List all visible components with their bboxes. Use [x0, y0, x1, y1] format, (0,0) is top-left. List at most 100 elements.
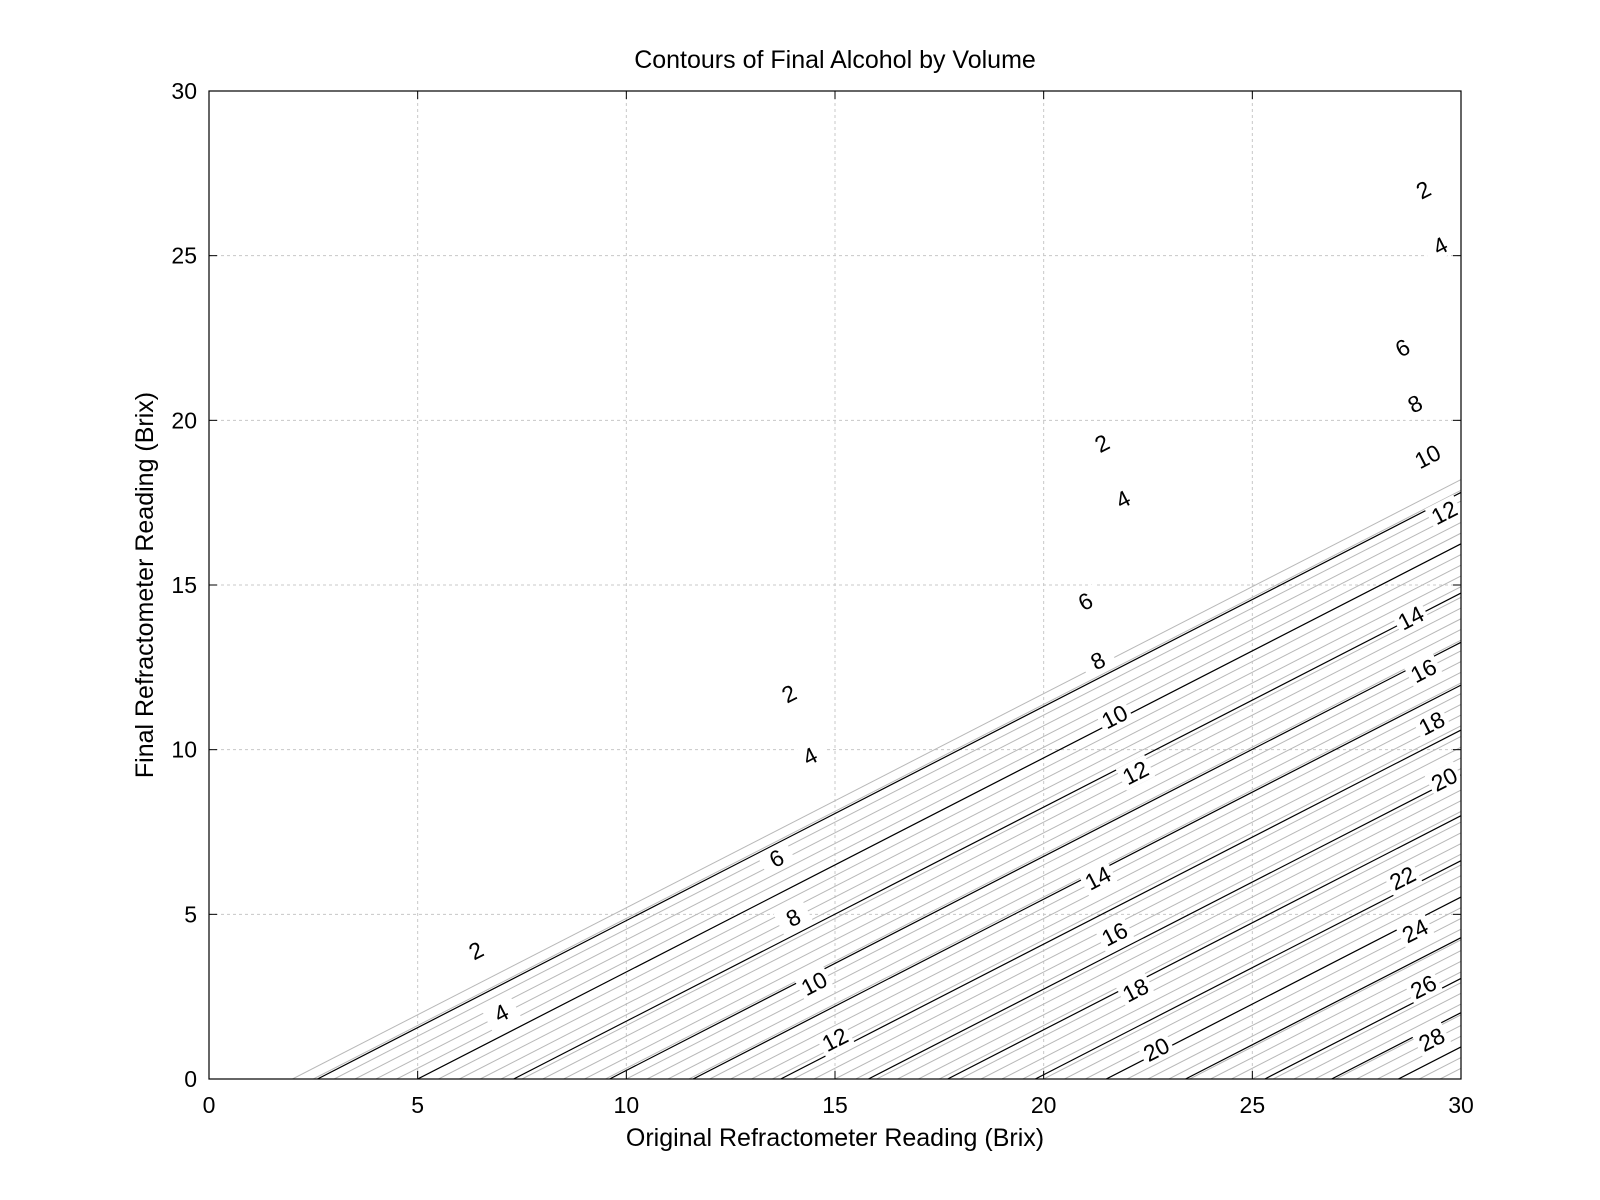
contour-line-18	[1035, 860, 1461, 1079]
contour-label-bg	[1424, 494, 1465, 531]
y-axis-title: Final Refractometer Reading (Brix)	[131, 392, 159, 778]
hatch-line	[396, 532, 1461, 1079]
hatch-line	[1043, 864, 1461, 1079]
contour-label-bg	[790, 738, 830, 775]
hatch-line	[897, 789, 1461, 1079]
contour-line-10	[692, 684, 1461, 1079]
hatch-line	[939, 810, 1461, 1079]
hatch-line	[459, 564, 1461, 1079]
x-tick-label: 15	[822, 1092, 848, 1118]
hatch-line	[542, 607, 1461, 1079]
hatch-line	[667, 671, 1461, 1079]
contour-label-bg	[1395, 385, 1435, 422]
hatch-line	[688, 682, 1461, 1079]
contour-line-16	[947, 815, 1461, 1079]
contour-label-bg	[1395, 912, 1435, 949]
hatch-line	[605, 639, 1461, 1079]
contour-label-bg	[481, 995, 521, 1032]
contour-label-bg	[456, 932, 496, 969]
hatch-line	[563, 618, 1461, 1079]
contour-label-bg	[1382, 329, 1423, 366]
contour-line-4	[417, 543, 1461, 1079]
contour-line-22	[1185, 937, 1461, 1079]
hatch-line	[626, 650, 1461, 1079]
hatch-line	[855, 768, 1461, 1079]
contour-label-bg	[1391, 599, 1431, 636]
hatch-line	[1419, 1057, 1461, 1079]
x-tick-label: 20	[1031, 1092, 1057, 1118]
hatch-region	[292, 479, 1482, 1090]
contour-label-bg	[769, 675, 809, 712]
contour-lines	[317, 491, 1461, 1079]
axis-ticks: 0 5 10 15 20 25 30 0 5 10 15 20 25 30	[171, 78, 1473, 1118]
contour-line-14	[868, 774, 1461, 1079]
hatch-line	[834, 757, 1461, 1079]
hatch-line	[1001, 843, 1461, 1079]
contour-label-bg	[1403, 968, 1444, 1005]
y-tick-label: 20	[171, 407, 197, 433]
contour-label-bg	[1403, 171, 1444, 208]
contour-label-bg	[1078, 860, 1118, 897]
hatch-line	[1461, 1079, 1482, 1090]
hatch-line	[1210, 950, 1461, 1079]
hatch-line	[438, 554, 1461, 1079]
grid-lines	[209, 91, 1461, 1079]
contour-label-bg	[1424, 761, 1465, 798]
hatch-line	[1189, 939, 1461, 1079]
hatch-line	[500, 586, 1461, 1079]
hatch-line	[292, 479, 1461, 1079]
y-tick-label: 30	[171, 78, 197, 104]
contour-line-12	[780, 729, 1461, 1079]
contour-line-8	[609, 641, 1461, 1079]
hatch-line	[521, 596, 1461, 1079]
contour-label-bg	[1078, 642, 1118, 679]
contour-label-bg	[1382, 860, 1423, 897]
x-tick-label: 30	[1448, 1092, 1474, 1118]
y-tick-label: 25	[171, 243, 197, 269]
contour-label-bg	[1407, 438, 1448, 475]
contour-label-bg	[1403, 652, 1444, 689]
contour-label-bg	[1094, 916, 1135, 953]
y-tick-label: 15	[171, 572, 197, 598]
hatch-line	[480, 575, 1461, 1079]
hatch-line	[1272, 982, 1461, 1079]
x-tick-label: 0	[203, 1092, 216, 1118]
hatch-line	[354, 511, 1461, 1079]
hatch-line	[1314, 1003, 1461, 1079]
x-axis-title: Original Refractometer Reading (Brix)	[626, 1124, 1044, 1152]
contour-label-bg	[1115, 754, 1156, 791]
x-tick-label: 10	[614, 1092, 640, 1118]
chart-title: Contours of Final Alcohol by Volume	[634, 46, 1036, 74]
contour-label-bg	[1094, 698, 1135, 735]
contour-label-bg	[1115, 972, 1156, 1009]
contour-line-28	[1398, 1046, 1461, 1079]
y-tick-label: 5	[184, 901, 197, 927]
hatch-line	[646, 661, 1461, 1079]
hatch-line	[1022, 853, 1461, 1079]
hatch-line	[813, 746, 1461, 1079]
y-tick-label: 0	[184, 1066, 197, 1092]
contour-label-bg	[1136, 1031, 1177, 1068]
hatch-line	[980, 832, 1461, 1079]
hatch-line	[1064, 875, 1461, 1079]
hatch-line	[959, 821, 1461, 1079]
contour-label-bg	[815, 1021, 855, 1058]
hatch-line	[751, 714, 1461, 1079]
contour-label-bg	[794, 965, 834, 1002]
hatch-line	[1439, 1067, 1461, 1079]
hatch-line	[876, 778, 1461, 1079]
contour-label-bg	[1103, 481, 1143, 518]
contour-label-bg	[1412, 705, 1452, 742]
contour-label-bg	[773, 899, 813, 936]
y-tick-label: 10	[171, 737, 197, 763]
hatch-line	[918, 800, 1461, 1079]
hatch-line	[1293, 992, 1461, 1079]
hatch-line	[375, 521, 1461, 1079]
contour-line-2	[317, 491, 1461, 1079]
contour-label-bg	[1065, 583, 1106, 620]
hatch-line	[333, 500, 1461, 1079]
hatch-line	[1168, 928, 1461, 1079]
contour-label-bg	[1420, 227, 1460, 264]
x-tick-label: 5	[411, 1092, 424, 1118]
